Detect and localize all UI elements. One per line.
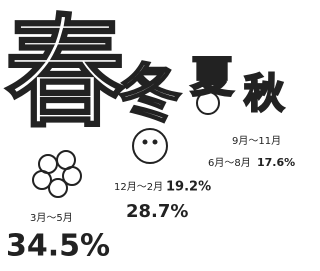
season-glyph: 夏 bbox=[191, 53, 234, 102]
season-glyph: 春 bbox=[5, 5, 125, 144]
period-label: 6月～8月 bbox=[208, 157, 251, 169]
season-glyph: 冬 bbox=[119, 57, 181, 130]
value-label: 34.5% bbox=[6, 229, 110, 264]
illustration: 春 3月～5月 34.5% 冬 12月～2月 28.7% 夏 6月～8月 19.2% 秋 9月～11… bbox=[0, 0, 303, 271]
season-glyph: 秋 bbox=[244, 71, 284, 117]
period-label: 12月～2月 bbox=[114, 181, 163, 193]
period-label: 9月～11月 bbox=[232, 135, 281, 147]
period-label: 3月～5月 bbox=[30, 212, 73, 224]
value-label: 28.7% bbox=[126, 201, 188, 222]
value-label: 17.6% bbox=[257, 156, 295, 169]
value-label: 19.2% bbox=[166, 180, 211, 195]
page: 春 3月～5月 34.5% 冬 12月～2月 28.7% 夏 6月～8月 19.2% 秋 9月～11… bbox=[0, 0, 320, 271]
